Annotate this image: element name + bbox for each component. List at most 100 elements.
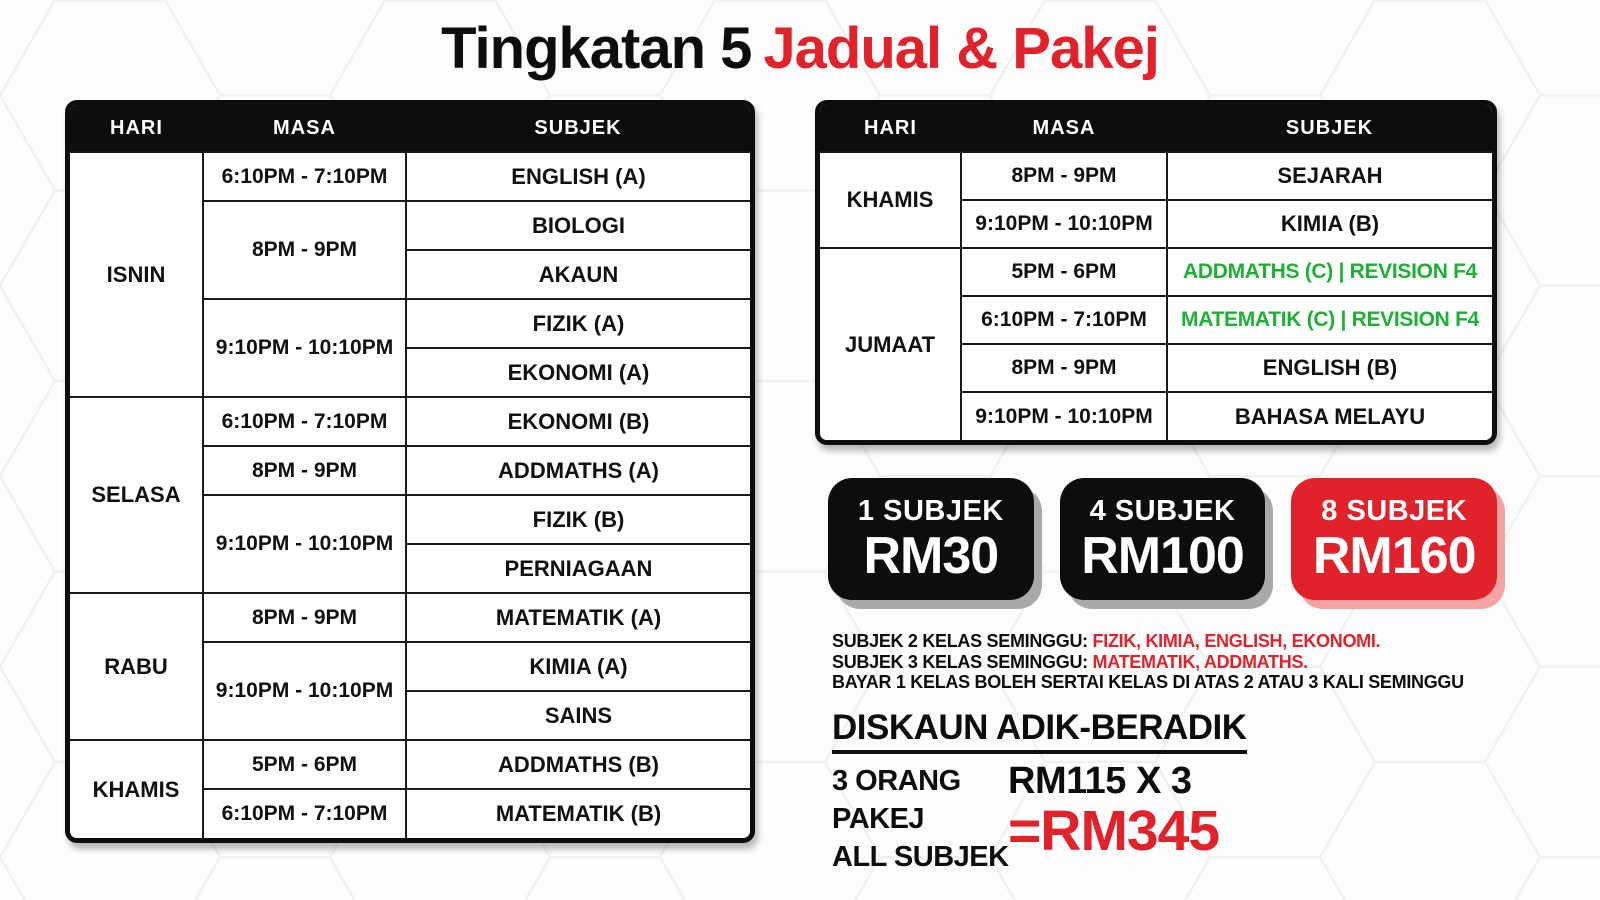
note-text: SUBJEK 3 KELAS SEMINGGU: [832,651,1093,672]
column-header: MASA [961,105,1167,152]
table-row: KHAMIS 8PM - 9PM SEJARAH [820,151,1492,249]
note-text: BAYAR 1 KELAS BOLEH SERTAI KELAS DI ATAS… [832,672,1464,692]
price-badge-rm100: 4 SUBJEK RM100 [1059,478,1266,600]
title-part-red: Jadual & Pakej [763,16,1159,81]
schedule-table-left: HARI MASA SUBJEK ISNIN 6:10PM - 7:10PM ENGLIS… [65,100,755,843]
subject-cell: AKAUN [405,249,750,300]
time-cell: 8PM - 9PM [202,592,407,643]
subject-cell: SEJARAH [1166,151,1492,201]
table-row: ISNIN 6:10PM - 7:10PM ENGLISH (A) [70,151,750,398]
time-cell: 9:10PM - 10:10PM [202,641,407,741]
subject-cell: SAINS [405,690,750,741]
discount-package-label: 3 ORANG PAKEJ ALL SUBJEK [832,762,1009,876]
subject-cell: EKONOMI (A) [405,347,750,398]
subject-cell: ENGLISH (B) [1166,343,1492,393]
column-header: MASA [203,105,406,152]
subject-cell: KIMIA (A) [405,641,750,692]
note-line: SUBJEK 3 KELAS SEMINGGU: MATEMATIK, ADDM… [832,652,1464,673]
time-cell: 9:10PM - 10:10PM [960,391,1168,440]
table-row: 9:10PM - 10:10PM KIMIA (B) [820,199,1492,249]
subject-cell: FIZIK (A) [405,298,750,349]
table-row: 9:10PM - 10:10PM BAHASA MELAYU [820,391,1492,440]
time-cell: 9:10PM - 10:10PM [202,298,407,398]
price-badge-rm160: 8 SUBJEK RM160 [1291,478,1498,600]
day-cell: KHAMIS [820,151,962,249]
column-header: SUBJEK [1167,105,1492,152]
day-cell: ISNIN [70,151,204,398]
badge-subject-count: 8 SUBJEK [1321,494,1468,527]
time-cell: 6:10PM - 7:10PM [202,396,407,447]
table-row: 9:10PM - 10:10PM FIZIK (B) [70,494,750,594]
badge-price: RM30 [863,526,999,585]
table-row: JUMAAT 5PM - 6PM ADDMATHS (C) | REVISION F… [820,247,1492,440]
title-part-black: Tingkatan 5 [441,16,752,81]
table-row: PERNIAGAAN [70,543,750,594]
time-cell: 8PM - 9PM [960,343,1168,393]
table-row: AKAUN [70,249,750,300]
subject-cell: MATEMATIK (A) [405,592,750,643]
table-row: 9:10PM - 10:10PM FIZIK (A) [70,298,750,398]
header-row: HARI MASA SUBJEK [820,105,1492,152]
note-line: SUBJEK 2 KELAS SEMINGGU: FIZIK, KIMIA, E… [832,631,1464,652]
day-cell: RABU [70,592,204,741]
note-text: SUBJEK 2 KELAS SEMINGGU: [832,631,1093,651]
package-price-badges: 1 SUBJEK RM30 4 SUBJEK RM100 8 SUBJEK RM160 [828,478,1498,600]
table-row: 6:10PM - 7:10PM MATEMATIK (B) [70,788,750,838]
page-title: Tingkatan 5 Jadual & Pakej [0,16,1600,83]
time-cell: 6:10PM - 7:10PM [202,788,407,838]
badge-subject-count: 4 SUBJEK [1089,494,1236,527]
column-header: HARI [70,105,203,152]
time-cell: 9:10PM - 10:10PM [202,494,407,594]
day-cell: KHAMIS [70,739,204,838]
discount-calc-line: RM115 X 3 [1008,760,1192,802]
time-cell: 6:10PM - 7:10PM [960,295,1168,345]
time-cell: 8PM - 9PM [202,445,407,496]
subject-cell: MATEMATIK (B) [405,788,750,838]
table-row: 8PM - 9PM ADDMATHS (A) [70,445,750,496]
table-row: 9:10PM - 10:10PM KIMIA (A) [70,641,750,741]
column-header: SUBJEK [406,105,750,152]
subject-cell: BIOLOGI [405,200,750,251]
note-highlighted-subjects: FIZIK, KIMIA, ENGLISH, EKONOMI. [1092,631,1381,651]
badge-subject-count: 1 SUBJEK [857,494,1004,527]
time-cell: 8PM - 9PM [202,200,407,300]
time-cell: 5PM - 6PM [960,247,1168,297]
price-badge-rm30: 1 SUBJEK RM30 [828,478,1034,600]
badge-price: RM100 [1081,526,1245,585]
time-cell: 6:10PM - 7:10PM [202,151,407,202]
schedule-table: HARI MASA SUBJEK KHAMIS 8PM - 9PM SEJARAH 9:10… [820,105,1492,440]
time-cell: 9:10PM - 10:10PM [960,199,1168,249]
note-highlighted-subjects: MATEMATIK, ADDMATHS. [1092,651,1309,672]
table-row: KHAMIS 5PM - 6PM ADDMATHS (B) [70,739,750,838]
discount-package-line: PAKEJ [832,803,925,835]
table-row: 6:10PM - 7:10PM MATEMATIK (C) | REVISION … [820,295,1492,345]
table-row: 8PM - 9PM BIOLOGI [70,200,750,300]
table-row: RABU 8PM - 9PM MATEMATIK (A) [70,592,750,741]
table-row: SELASA 6:10PM - 7:10PM EKONOMI (B) [70,396,750,594]
table-row: 8PM - 9PM ENGLISH (B) [820,343,1492,393]
subject-cell: ADDMATHS (C) | REVISION F4 [1166,247,1492,297]
badge-price: RM160 [1312,526,1477,585]
class-frequency-notes: SUBJEK 2 KELAS SEMINGGU: FIZIK, KIMIA, E… [832,631,1464,693]
subject-cell: EKONOMI (B) [405,396,750,447]
discount-package-line: ALL SUBJEK [832,841,1009,873]
day-cell: JUMAAT [820,247,962,440]
day-cell: SELASA [70,396,204,594]
note-line: BAYAR 1 KELAS BOLEH SERTAI KELAS DI ATAS… [832,672,1464,693]
table-row: SAINS [70,690,750,741]
discount-total: =RM345 [1008,799,1220,863]
time-cell: 8PM - 9PM [960,151,1168,201]
header-row: HARI MASA SUBJEK [70,105,750,152]
subject-cell: ADDMATHS (A) [405,445,750,496]
subject-cell: ENGLISH (A) [405,151,750,202]
subject-cell: BAHASA MELAYU [1166,391,1492,440]
subject-cell: KIMIA (B) [1166,199,1492,249]
table-row: EKONOMI (A) [70,347,750,398]
discount-heading: DISKAUN ADIK-BERADIK [832,708,1247,754]
subject-cell: PERNIAGAAN [405,543,750,594]
subject-cell: FIZIK (B) [405,494,750,545]
column-header: HARI [820,105,961,152]
subject-cell: ADDMATHS (B) [405,739,750,790]
schedule-table-right: HARI MASA SUBJEK KHAMIS 8PM - 9PM SEJARAH 9:10… [815,100,1497,445]
